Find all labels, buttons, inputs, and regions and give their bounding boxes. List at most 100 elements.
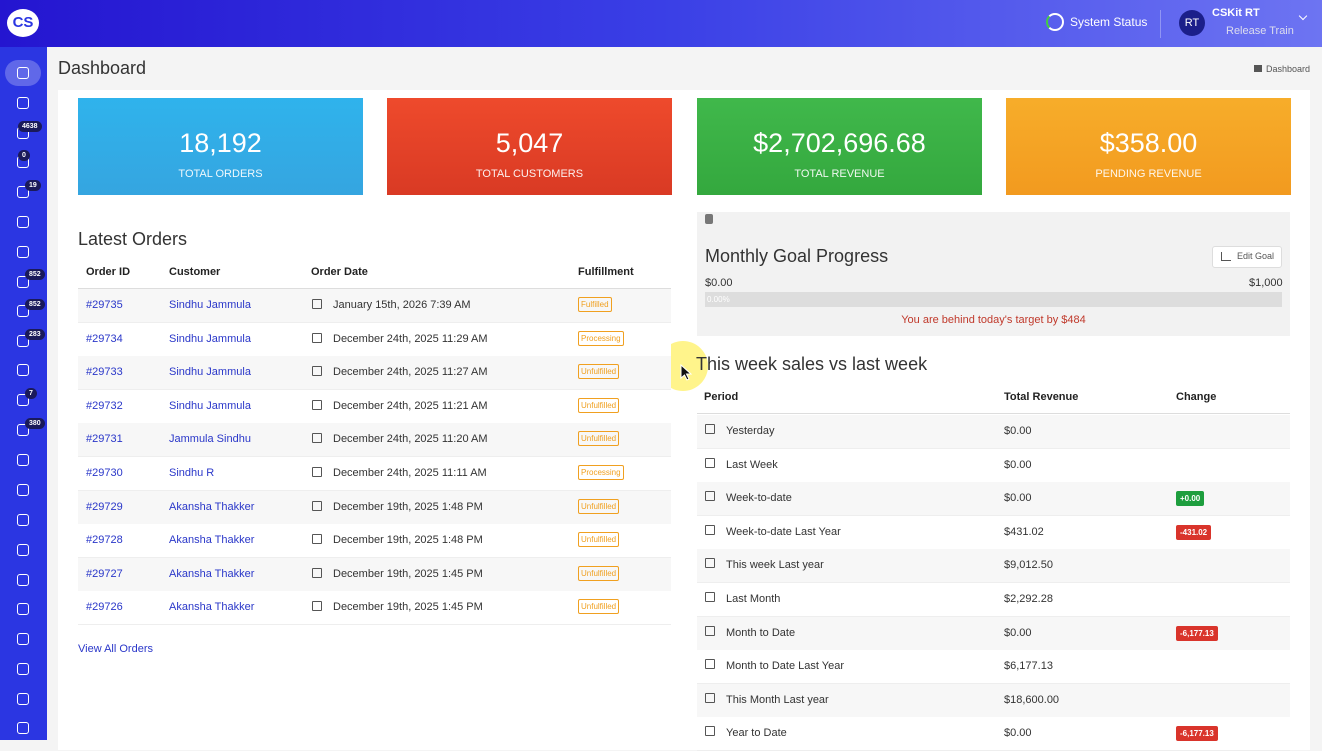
- revenue: $0.00: [1004, 425, 1032, 437]
- order-id[interactable]: #29726: [86, 601, 123, 614]
- nav-icon[interactable]: [17, 305, 29, 317]
- nav-icon[interactable]: [17, 186, 29, 198]
- lock-icon: [705, 214, 713, 224]
- calendar-icon: [312, 366, 322, 377]
- order-row: [78, 322, 671, 357]
- view-all-text[interactable]: View All Orders: [78, 643, 153, 655]
- nav-badge: 19: [25, 180, 41, 191]
- customer[interactable]: Sindhu Jammula: [169, 366, 251, 379]
- user-name[interactable]: CSKit RT: [1212, 7, 1260, 19]
- period: Year to Date: [726, 727, 787, 740]
- order-row: [78, 356, 671, 391]
- order-id[interactable]: #29727: [86, 567, 123, 580]
- stat-card[interactable]: $2,702,696.68 TOTAL REVENUE: [697, 98, 982, 195]
- calendar-icon: [705, 692, 715, 703]
- stat-value: $2,702,696.68: [753, 128, 926, 158]
- system-status[interactable]: System Status: [1070, 15, 1148, 29]
- calendar-icon: [705, 491, 715, 502]
- nav-icon[interactable]: [17, 97, 29, 109]
- order-id[interactable]: #29728: [86, 534, 123, 547]
- calendar-icon: [312, 601, 322, 612]
- orders-header: Fulfillment: [578, 266, 634, 278]
- order-date: January 15th, 2026 7:39 AM: [333, 299, 471, 311]
- nav-icon[interactable]: [17, 544, 29, 556]
- nav-icon[interactable]: [17, 335, 29, 347]
- order-id[interactable]: #29734: [86, 332, 123, 345]
- nav-icon[interactable]: [17, 454, 29, 466]
- avatar[interactable]: RT: [1179, 10, 1205, 36]
- order-row: [78, 490, 671, 525]
- nav-icon[interactable]: [17, 722, 29, 734]
- sidebar: [0, 47, 47, 740]
- customer[interactable]: Akansha Thakker: [169, 601, 255, 614]
- customer[interactable]: Akansha Thakker: [169, 534, 255, 547]
- status-badge: Unfulfilled: [578, 397, 620, 413]
- customer[interactable]: Sindhu Jammula: [169, 332, 251, 345]
- dropdown-caret[interactable]: [1298, 11, 1308, 21]
- goal-min: $0.00: [705, 277, 733, 289]
- nav-icon[interactable]: [17, 603, 29, 615]
- nav-badge: 7: [25, 388, 37, 399]
- change-badge: -6,177.13: [1176, 726, 1218, 742]
- status-badge: Unfulfilled: [578, 431, 620, 447]
- order-row: [78, 457, 671, 491]
- calendar-icon: [705, 524, 715, 535]
- logo[interactable]: CS: [7, 9, 39, 37]
- nav-icon[interactable]: [17, 216, 29, 228]
- order-id[interactable]: #29733: [86, 366, 123, 379]
- nav-icon[interactable]: [17, 514, 29, 526]
- orders-header: Order ID: [86, 266, 131, 278]
- view-all-link[interactable]: View All Orders: [78, 643, 153, 655]
- weekly-row: [697, 415, 1290, 449]
- customer[interactable]: Akansha Thakker: [169, 500, 255, 513]
- nav-icon[interactable]: [17, 663, 29, 675]
- customer[interactable]: Sindhu R: [169, 467, 215, 479]
- customer[interactable]: Akansha Thakker: [169, 567, 255, 580]
- customer[interactable]: Sindhu Jammula: [169, 299, 251, 311]
- order-id[interactable]: #29731: [86, 433, 123, 446]
- breadcrumb[interactable]: Dashboard: [1266, 64, 1311, 74]
- goal-message: You are behind today's target by $484: [901, 314, 1086, 326]
- weekly-header: Change: [1176, 391, 1217, 403]
- customer[interactable]: Jammula Sindhu: [169, 433, 251, 446]
- nav-icon[interactable]: [17, 484, 29, 496]
- nav-icon[interactable]: [17, 574, 29, 586]
- stat-card: 5,047 TOTAL CUSTOMERS: [387, 98, 672, 195]
- nav-icon[interactable]: [17, 67, 29, 79]
- order-id[interactable]: #29729: [86, 500, 123, 513]
- top-bar: CS System Status RT CSKit RT Release Tra…: [0, 0, 1322, 47]
- order-id[interactable]: #29735: [86, 299, 123, 311]
- edit-goal-label[interactable]: Edit Goal: [1237, 251, 1275, 261]
- nav-icon[interactable]: [17, 424, 29, 436]
- calendar-icon: [705, 592, 715, 602]
- status-badge: Unfulfilled: [578, 565, 620, 581]
- goal-title: Monthly Goal Progress: [705, 246, 889, 266]
- weekly-title: This week sales vs last week: [696, 354, 928, 374]
- revenue: $6,177.13: [1004, 660, 1053, 673]
- nav-icon[interactable]: [17, 693, 29, 705]
- orders-header: Customer: [169, 266, 221, 278]
- order-id[interactable]: #29730: [86, 467, 123, 479]
- nav-icon[interactable]: [17, 246, 29, 258]
- edit-goal-button[interactable]: [1212, 246, 1282, 268]
- order-date: December 24th, 2025 11:21 AM: [333, 399, 488, 412]
- nav-icon[interactable]: [17, 276, 29, 288]
- order-row: [78, 423, 671, 458]
- revenue: $431.02: [1004, 525, 1044, 538]
- period: This Month Last year: [726, 693, 829, 706]
- change-badge: -6,177.13: [1176, 625, 1218, 641]
- calendar-icon: [705, 726, 715, 737]
- header-rule: [697, 413, 1290, 414]
- nav-icon[interactable]: [17, 364, 29, 376]
- nav-icon[interactable]: [17, 394, 29, 406]
- calendar-icon: [705, 659, 715, 670]
- nav-active: [5, 60, 41, 86]
- stat-card: 18,192 TOTAL ORDERS: [78, 98, 363, 195]
- weekly-header: Period: [704, 391, 739, 403]
- calendar-icon: [312, 433, 322, 444]
- order-id[interactable]: #29732: [86, 399, 123, 412]
- customer[interactable]: Sindhu Jammula: [169, 399, 251, 412]
- nav-icon[interactable]: [17, 633, 29, 645]
- status-badge: Unfulfilled: [578, 532, 620, 548]
